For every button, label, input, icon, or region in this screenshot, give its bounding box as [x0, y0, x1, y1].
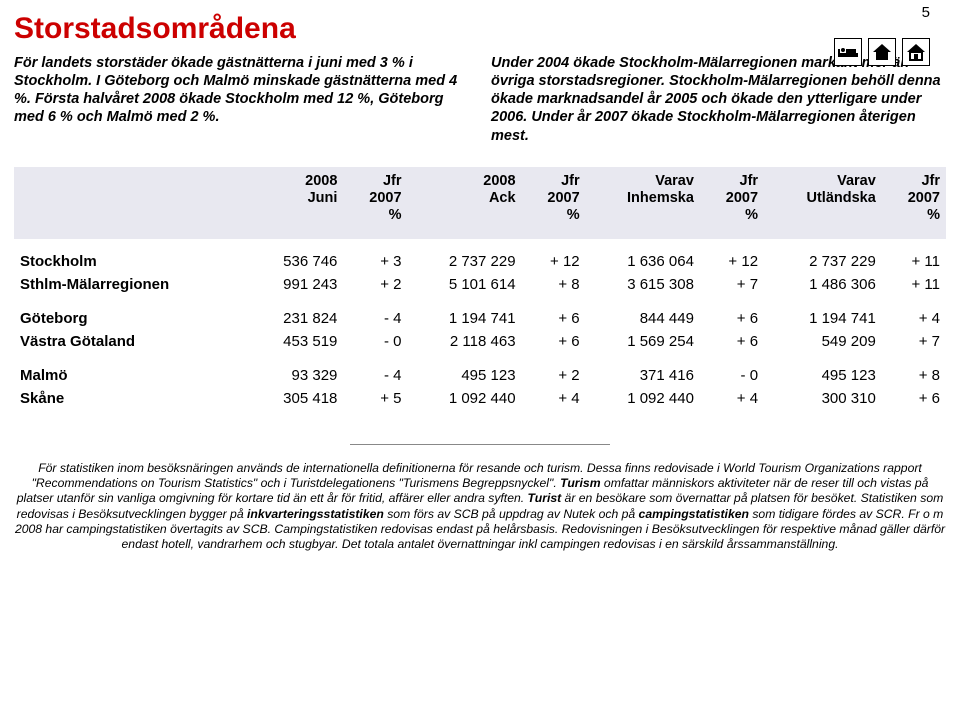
table-cell: 371 416	[586, 353, 700, 387]
table-header-cell: 2008Ack	[408, 167, 522, 239]
table-cell: + 11	[882, 273, 946, 296]
table-cell: - 4	[343, 296, 407, 330]
table-cell: - 4	[343, 353, 407, 387]
table-cell: + 3	[343, 239, 407, 273]
table-cell: 495 123	[408, 353, 522, 387]
table-cell: + 6	[882, 387, 946, 410]
table-cell: 1 194 741	[408, 296, 522, 330]
table-cell: - 0	[700, 353, 764, 387]
table-cell: Stockholm	[14, 239, 247, 273]
page-number: 5	[922, 4, 930, 21]
table-cell: Göteborg	[14, 296, 247, 330]
table-cell: 3 615 308	[586, 273, 700, 296]
table-header-cell: VaravUtländska	[764, 167, 882, 239]
table-cell: 5 101 614	[408, 273, 522, 296]
table-row: Västra Götaland453 519- 02 118 463+ 61 5…	[14, 330, 946, 353]
table-row: Stockholm536 746+ 32 737 229+ 121 636 06…	[14, 239, 946, 273]
footnote-text: För statistiken inom besöksnäringen anvä…	[0, 457, 960, 563]
table-cell: 1 636 064	[586, 239, 700, 273]
table-header-cell: Jfr2007%	[343, 167, 407, 239]
table-cell: Sthlm-Mälarregionen	[14, 273, 247, 296]
table-cell: + 4	[882, 296, 946, 330]
table-cell: 2 118 463	[408, 330, 522, 353]
table-cell: + 6	[522, 296, 586, 330]
table-cell: - 0	[343, 330, 407, 353]
table-cell: + 6	[522, 330, 586, 353]
table-cell: 844 449	[586, 296, 700, 330]
table-cell: 1 486 306	[764, 273, 882, 296]
table-cell: 305 418	[247, 387, 343, 410]
table-cell: + 12	[522, 239, 586, 273]
table-header-cell: Jfr2007%	[700, 167, 764, 239]
table-cell: 1 194 741	[764, 296, 882, 330]
bed-icon	[834, 38, 862, 66]
intro-block: För landets storstäder ökade gästnättern…	[0, 54, 960, 145]
separator	[350, 444, 610, 445]
table-cell: + 2	[522, 353, 586, 387]
table-cell: + 6	[700, 330, 764, 353]
table-header-cell	[14, 167, 247, 239]
table-row: Malmö93 329- 4495 123+ 2371 416- 0495 12…	[14, 353, 946, 387]
table-cell: + 4	[700, 387, 764, 410]
table-cell: 991 243	[247, 273, 343, 296]
table-cell: + 8	[882, 353, 946, 387]
table-cell: Skåne	[14, 387, 247, 410]
table-cell: 453 519	[247, 330, 343, 353]
table-cell: 1 092 440	[408, 387, 522, 410]
table-row: Sthlm-Mälarregionen991 243+ 25 101 614+ …	[14, 273, 946, 296]
table-header-cell: 2008Juni	[247, 167, 343, 239]
table-cell: 495 123	[764, 353, 882, 387]
table-cell: + 7	[700, 273, 764, 296]
icon-row	[834, 38, 930, 66]
table-header-cell: Jfr2007%	[522, 167, 586, 239]
table-cell: + 6	[700, 296, 764, 330]
table-header-row: 2008JuniJfr2007%2008AckJfr2007%VaravInhe…	[14, 167, 946, 239]
table-cell: + 4	[522, 387, 586, 410]
table-cell: + 11	[882, 239, 946, 273]
table-row: Skåne305 418+ 51 092 440+ 41 092 440+ 43…	[14, 387, 946, 410]
table-cell: + 5	[343, 387, 407, 410]
table-cell: 536 746	[247, 239, 343, 273]
intro-left: För landets storstäder ökade gästnättern…	[14, 54, 469, 145]
table-cell: 549 209	[764, 330, 882, 353]
table-row: Göteborg231 824- 41 194 741+ 6844 449+ 6…	[14, 296, 946, 330]
table-cell: 93 329	[247, 353, 343, 387]
table-body: Stockholm536 746+ 32 737 229+ 121 636 06…	[14, 239, 946, 410]
table-cell: 2 737 229	[408, 239, 522, 273]
table-header-cell: VaravInhemska	[586, 167, 700, 239]
table-cell: 2 737 229	[764, 239, 882, 273]
table-header-cell: Jfr2007%	[882, 167, 946, 239]
table-cell: Malmö	[14, 353, 247, 387]
cabin-icon	[902, 38, 930, 66]
table-cell: + 7	[882, 330, 946, 353]
house-icon	[868, 38, 896, 66]
data-table: 2008JuniJfr2007%2008AckJfr2007%VaravInhe…	[14, 167, 946, 410]
table-cell: + 8	[522, 273, 586, 296]
table-cell: 1 092 440	[586, 387, 700, 410]
table-cell: 1 569 254	[586, 330, 700, 353]
table-cell: 231 824	[247, 296, 343, 330]
page-title: Storstadsområdena	[0, 0, 960, 54]
table-cell: 300 310	[764, 387, 882, 410]
table-cell: + 2	[343, 273, 407, 296]
table-cell: + 12	[700, 239, 764, 273]
table-cell: Västra Götaland	[14, 330, 247, 353]
intro-right: Under 2004 ökade Stockholm-Mälarregionen…	[491, 54, 946, 145]
